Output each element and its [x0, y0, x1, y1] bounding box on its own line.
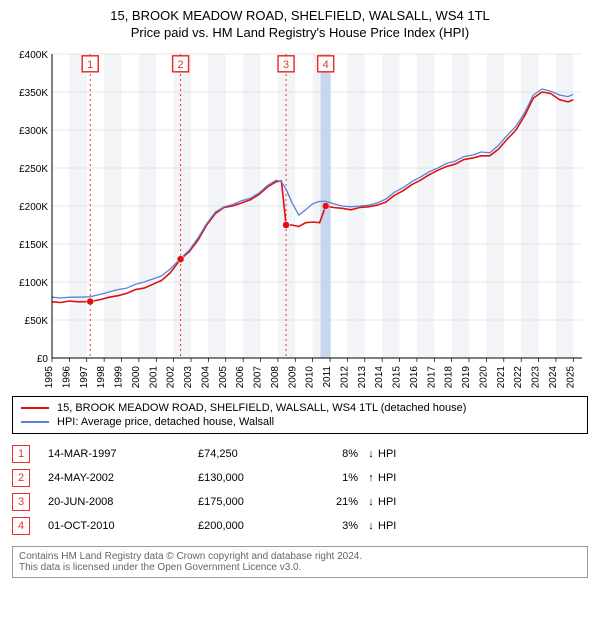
marker-id-box: 2 [12, 469, 30, 487]
marker-row: 4 01-OCT-2010£200,0003%↓HPI [12, 514, 588, 538]
marker-pct: 8% [298, 448, 364, 460]
svg-text:1996: 1996 [61, 366, 72, 388]
marker-hpi-label: HPI [378, 520, 418, 532]
marker-price: £200,000 [198, 520, 298, 532]
svg-text:£100K: £100K [19, 278, 48, 289]
svg-text:£0: £0 [37, 354, 49, 365]
svg-text:2022: 2022 [513, 366, 524, 388]
legend-label: 15, BROOK MEADOW ROAD, SHELFIELD, WALSAL… [57, 402, 466, 414]
marker-pct: 3% [298, 520, 364, 532]
svg-text:2015: 2015 [392, 366, 403, 388]
svg-text:2021: 2021 [496, 366, 507, 388]
svg-text:£350K: £350K [19, 88, 48, 99]
svg-text:2014: 2014 [374, 366, 385, 388]
svg-text:2000: 2000 [131, 366, 142, 388]
svg-text:2020: 2020 [478, 366, 489, 388]
svg-text:2005: 2005 [218, 366, 229, 388]
svg-text:2006: 2006 [235, 366, 246, 388]
svg-text:2025: 2025 [565, 366, 576, 388]
svg-text:2003: 2003 [183, 366, 194, 388]
svg-text:2010: 2010 [305, 366, 316, 388]
svg-text:2: 2 [178, 59, 184, 71]
svg-text:2011: 2011 [322, 366, 333, 388]
marker-pct: 21% [298, 496, 364, 508]
svg-text:2007: 2007 [253, 366, 264, 388]
marker-price: £130,000 [198, 472, 298, 484]
svg-text:1995: 1995 [44, 366, 55, 388]
legend-label: HPI: Average price, detached house, Wals… [57, 416, 274, 428]
svg-text:2016: 2016 [409, 366, 420, 388]
svg-text:2009: 2009 [287, 366, 298, 388]
svg-text:£250K: £250K [19, 164, 48, 175]
footnote: Contains HM Land Registry data © Crown c… [12, 546, 588, 578]
marker-id-box: 4 [12, 517, 30, 535]
marker-row: 1 14-MAR-1997£74,2508%↓HPI [12, 442, 588, 466]
marker-date: 01-OCT-2010 [48, 520, 198, 532]
svg-text:2008: 2008 [270, 366, 281, 388]
legend-swatch [21, 407, 49, 409]
marker-price: £175,000 [198, 496, 298, 508]
svg-text:2024: 2024 [548, 366, 559, 388]
svg-text:1997: 1997 [79, 366, 90, 388]
marker-price: £74,250 [198, 448, 298, 460]
svg-text:2018: 2018 [444, 366, 455, 388]
marker-id-box: 1 [12, 445, 30, 463]
svg-text:2001: 2001 [148, 366, 159, 388]
marker-hpi-label: HPI [378, 496, 418, 508]
svg-text:1998: 1998 [96, 366, 107, 388]
svg-text:£400K: £400K [19, 50, 48, 61]
marker-row: 2 24-MAY-2002£130,0001%↑HPI [12, 466, 588, 490]
svg-text:£150K: £150K [19, 240, 48, 251]
svg-text:3: 3 [283, 59, 289, 71]
page-subtitle: Price paid vs. HM Land Registry's House … [8, 25, 592, 40]
svg-text:2002: 2002 [166, 366, 177, 388]
footnote-line: Contains HM Land Registry data © Crown c… [19, 551, 581, 562]
price-chart: £0 £50K £100K £150K £200K £250K £300K £350K £400… [8, 48, 592, 388]
svg-text:2004: 2004 [200, 366, 211, 388]
arrow-icon: ↑ [364, 472, 378, 484]
marker-pct: 1% [298, 472, 364, 484]
page-title: 15, BROOK MEADOW ROAD, SHELFIELD, WALSAL… [8, 8, 592, 23]
svg-text:1: 1 [87, 59, 93, 71]
marker-row: 3 20-JUN-2008£175,00021%↓HPI [12, 490, 588, 514]
arrow-icon: ↓ [364, 496, 378, 508]
marker-table: 114-MAR-1997£74,2508%↓HPI224-MAY-2002£13… [12, 442, 588, 538]
svg-text:2012: 2012 [339, 366, 350, 388]
footnote-line: This data is licensed under the Open Gov… [19, 562, 581, 573]
legend-item: HPI: Average price, detached house, Wals… [21, 415, 579, 429]
svg-text:1999: 1999 [114, 366, 125, 388]
arrow-icon: ↓ [364, 448, 378, 460]
marker-date: 20-JUN-2008 [48, 496, 198, 508]
legend-item: 15, BROOK MEADOW ROAD, SHELFIELD, WALSAL… [21, 401, 579, 415]
svg-text:£50K: £50K [25, 316, 49, 327]
legend: 15, BROOK MEADOW ROAD, SHELFIELD, WALSAL… [12, 396, 588, 434]
marker-id-box: 3 [12, 493, 30, 511]
svg-text:4: 4 [323, 59, 329, 71]
arrow-icon: ↓ [364, 520, 378, 532]
marker-date: 14-MAR-1997 [48, 448, 198, 460]
svg-text:£200K: £200K [19, 202, 48, 213]
marker-hpi-label: HPI [378, 448, 418, 460]
marker-date: 24-MAY-2002 [48, 472, 198, 484]
marker-hpi-label: HPI [378, 472, 418, 484]
legend-swatch [21, 421, 49, 423]
svg-text:2019: 2019 [461, 366, 472, 388]
svg-text:2023: 2023 [531, 366, 542, 388]
svg-text:£300K: £300K [19, 126, 48, 137]
svg-text:2017: 2017 [426, 366, 437, 388]
svg-text:2013: 2013 [357, 366, 368, 388]
